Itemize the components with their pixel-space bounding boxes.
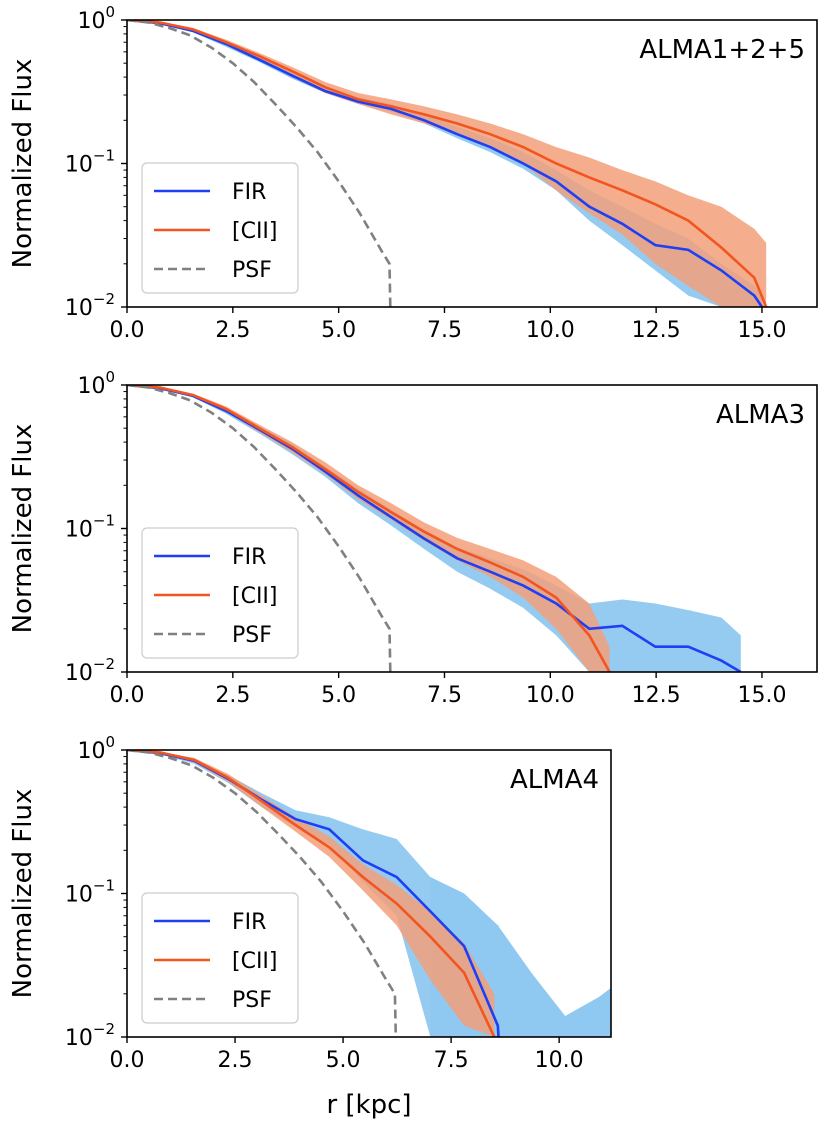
x-tick-label: 10.0 [535,1048,584,1073]
cii-line [127,750,496,1037]
y-axis-label: Normalized Flux [8,59,38,269]
x-tick-label: 7.5 [427,683,462,708]
x-tick-label: 5.0 [321,318,356,343]
x-tick-label: 10.0 [526,683,575,708]
legend-label: FIR [232,180,266,205]
legend-box [141,527,299,659]
x-tick-label: 0.0 [110,683,145,708]
x-tick-label: 12.5 [632,318,681,343]
panel-3: 0.0 2.5 5.0 7.5 10.0 100 10−1 10−2 Normalized Fl… [8,733,612,1120]
legend-label: PSF [232,623,272,648]
y-tick-label: 10−2 [65,1020,115,1051]
panel-title: ALMA4 [510,765,599,795]
x-tick-label: 0.0 [110,1048,145,1073]
cii-uncertainty-band [127,20,767,307]
legend: FIR [CII] PSF [141,892,299,1024]
cii-line [127,385,611,672]
y-tick-label: 10−1 [65,147,115,178]
x-axis-label: r [kpc] [326,1090,411,1120]
legend-label: [CII] [232,949,278,974]
x-tick-label: 7.5 [434,1048,469,1073]
x-tick-label: 15.0 [737,683,786,708]
legend: FIR [CII] PSF [141,162,299,294]
cii-uncertainty-band [127,750,495,1037]
fir-uncertainty-band [127,385,741,672]
y-tick-label: 10−1 [65,512,115,543]
y-tick-label: 10−1 [65,877,115,908]
fir-line [127,385,742,672]
legend-label: [CII] [232,219,278,244]
x-tick-label: 15.0 [737,318,786,343]
y-axis-label: Normalized Flux [8,789,38,999]
x-tick-label: 5.0 [321,683,356,708]
legend-box [141,162,299,294]
panel-1: 0.0 2.5 5.0 7.5 10.0 12.5 15.0 100 10−1 10−2 Norma… [8,3,818,343]
psf-line [127,385,392,672]
plot-area [127,750,611,1037]
panel-2: 0.0 2.5 5.0 7.5 10.0 12.5 15.0 100 10−1 10−2 Norma… [8,368,818,708]
legend-label: FIR [232,910,266,935]
x-tick-label: 2.5 [215,318,250,343]
plot-area [127,20,768,307]
y-tick-label: 100 [77,368,115,399]
y-tick-label: 100 [77,3,115,34]
y-tick-label: 100 [77,733,115,764]
plot-area [127,385,742,672]
x-tick-label: 2.5 [218,1048,253,1073]
psf-line [127,20,392,307]
y-tick-label: 10−2 [65,290,115,321]
x-tick-label: 2.5 [215,683,250,708]
legend: FIR [CII] PSF [141,527,299,659]
legend-label: PSF [232,258,272,283]
fir-line [127,20,764,307]
y-tick-label: 10−2 [65,655,115,686]
x-tick-label: 12.5 [632,683,681,708]
x-tick-label: 7.5 [427,318,462,343]
panel-title: ALMA3 [716,400,805,430]
legend-label: PSF [232,988,272,1013]
x-tick-label: 5.0 [326,1048,361,1073]
panel-title: ALMA1+2+5 [639,35,805,65]
cii-line [127,20,768,307]
x-tick-label: 10.0 [526,318,575,343]
y-axis-label: Normalized Flux [8,424,38,634]
legend-box [141,892,299,1024]
x-tick-label: 0.0 [110,318,145,343]
legend-label: [CII] [232,584,278,609]
legend-label: FIR [232,545,266,570]
